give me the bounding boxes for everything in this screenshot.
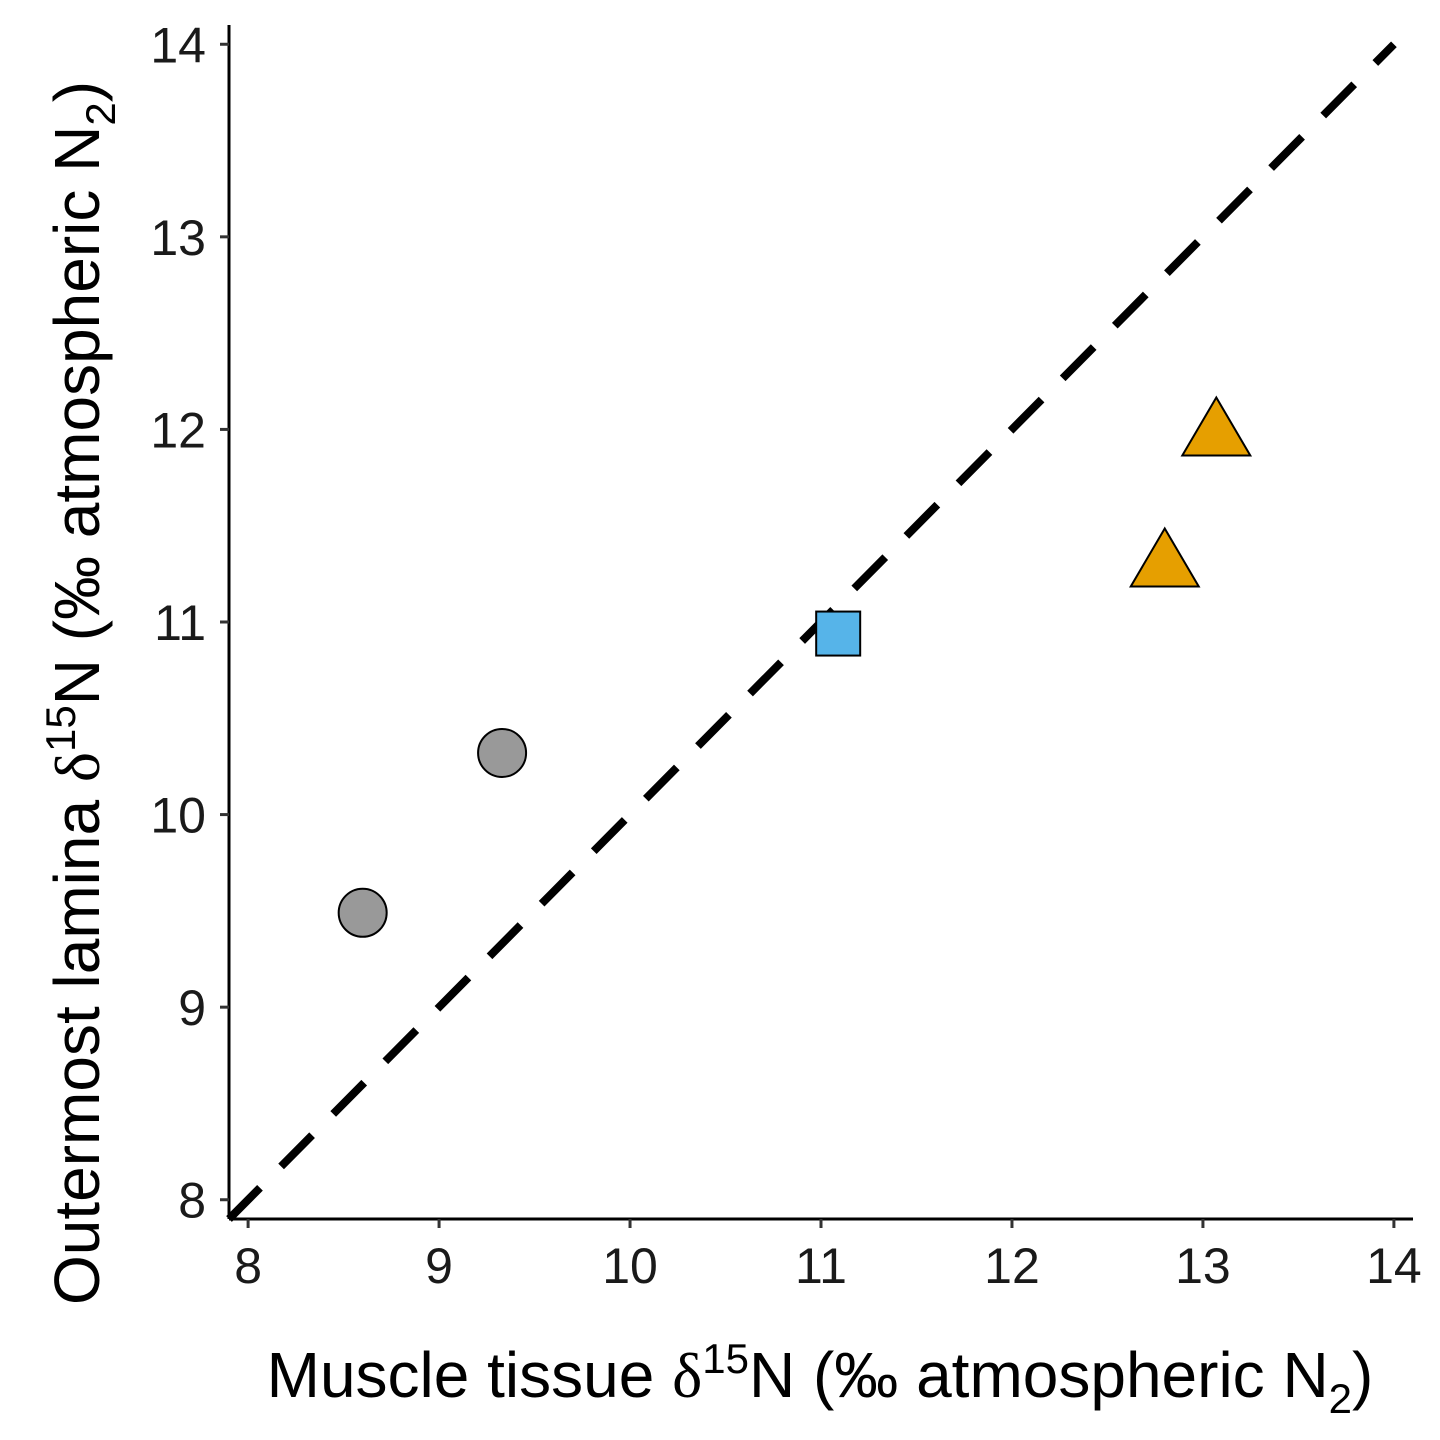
y-axis-title: Outermost lamina δ15N (‰ atmospheric N2) <box>37 81 124 1305</box>
data-point-square <box>815 610 862 657</box>
data-point-circle <box>337 887 388 938</box>
x-axis-title: Muscle tissue δ15N (‰ atmospheric N2) <box>267 1335 1374 1422</box>
x-tick-label: 13 <box>1175 1238 1231 1294</box>
data-point-triangle <box>1128 526 1201 588</box>
x-tick-label: 10 <box>602 1238 658 1294</box>
y-tick-label: 12 <box>150 402 206 458</box>
data-point-circle <box>477 727 528 778</box>
y-tick-label: 14 <box>150 17 206 73</box>
y-tick-label: 10 <box>150 788 206 844</box>
reference-line-layer <box>226 41 1397 1222</box>
y-tick-label: 13 <box>150 210 206 266</box>
x-tick-label: 9 <box>425 1238 453 1294</box>
y-tick-label: 9 <box>178 980 206 1036</box>
y-tick-label: 8 <box>178 1173 206 1229</box>
data-point-triangle <box>1180 395 1253 457</box>
axes-layer <box>220 25 1413 1228</box>
data-points-layer <box>337 395 1253 938</box>
y-tick-label: 11 <box>154 595 206 651</box>
one-to-one-reference-line <box>226 41 1397 1222</box>
x-tick-label: 11 <box>795 1238 847 1294</box>
tick-labels-layer: 8 9 10 11 12 13 14 8 9 10 11 12 13 14 <box>150 17 1421 1294</box>
x-tick-label: 14 <box>1366 1238 1422 1294</box>
x-tick-label: 8 <box>234 1238 262 1294</box>
x-tick-label: 12 <box>984 1238 1040 1294</box>
